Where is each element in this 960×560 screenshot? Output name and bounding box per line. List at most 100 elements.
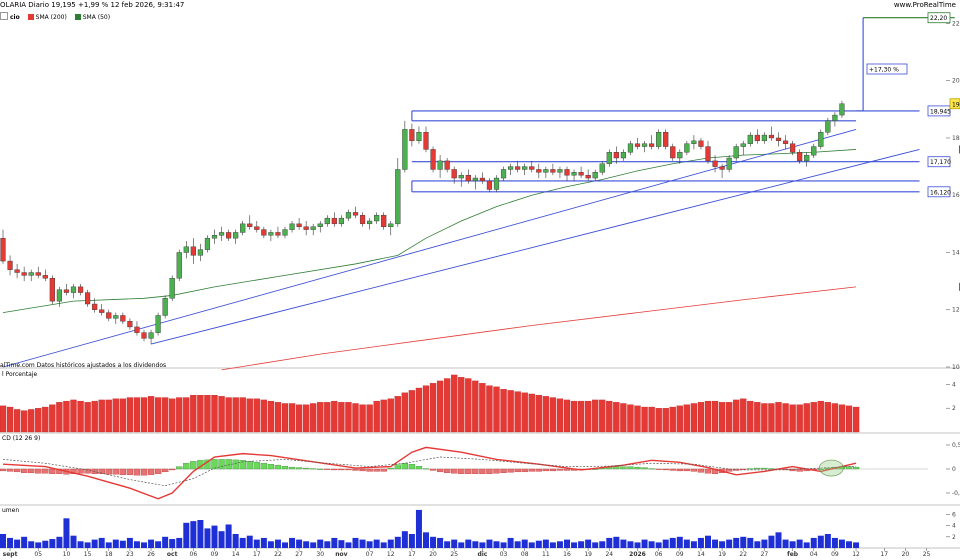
macd-histogram-bar xyxy=(324,468,331,470)
candle xyxy=(818,132,824,147)
macd-panel-label[interactable]: CD (12 26 9) xyxy=(0,435,43,442)
pct-bar xyxy=(740,398,747,433)
volume-panel-label[interactable]: umen xyxy=(0,507,22,514)
macd-histogram-bar xyxy=(366,468,373,472)
candle xyxy=(374,215,380,222)
candle xyxy=(162,298,168,316)
macd-histogram-bar xyxy=(683,468,690,472)
candle xyxy=(599,163,605,173)
macd-histogram-bar xyxy=(70,468,77,474)
x-tick-label: feb xyxy=(787,551,799,558)
volume-bar xyxy=(380,542,387,548)
volume-bar xyxy=(190,521,197,548)
x-tick-label: 10 xyxy=(63,551,71,558)
macd-histogram-bar xyxy=(493,468,500,474)
pct-axis-tick-label: 4 xyxy=(952,381,956,388)
macd-histogram-bar xyxy=(740,468,747,470)
pct-bar xyxy=(472,380,479,433)
x-tick-label: 19 xyxy=(584,551,592,558)
pct-bar xyxy=(274,402,282,433)
candle xyxy=(613,152,619,159)
volume-axis-tick-label: 4 xyxy=(952,523,956,530)
candle xyxy=(571,172,577,176)
macd-line xyxy=(2,446,857,500)
pct-bar xyxy=(352,403,359,433)
legend-item-sma50[interactable]: SMA (50) xyxy=(74,13,110,22)
legend-item-sma200[interactable]: SMA (200) xyxy=(27,13,67,22)
candle xyxy=(120,315,126,322)
candle xyxy=(338,217,345,225)
candle xyxy=(381,215,387,227)
volume-bar xyxy=(63,518,70,548)
support-label-1: 17,170 xyxy=(930,159,951,166)
macd-histogram-bar xyxy=(20,468,28,473)
pct-panel-label[interactable]: l Porcentaje xyxy=(0,371,40,378)
volume-bar xyxy=(352,537,359,548)
macd-histogram-bar xyxy=(211,459,218,470)
pct-bar xyxy=(91,400,98,433)
candle xyxy=(634,143,641,147)
macd-histogram-bar xyxy=(161,468,169,473)
pct-bar xyxy=(28,409,35,433)
x-tick-label: 26 xyxy=(147,551,155,558)
legend-swatch xyxy=(27,14,34,20)
candle xyxy=(529,166,535,170)
price-axis-tick-label: 22 xyxy=(952,20,960,27)
pct-bar xyxy=(458,377,465,433)
pct-bar xyxy=(260,399,268,433)
macd-histogram-bar xyxy=(225,459,232,470)
pct-bar xyxy=(267,400,275,433)
x-tick-label: 12 xyxy=(387,551,395,558)
volume-bar xyxy=(7,537,14,548)
volume-bar xyxy=(535,540,542,548)
pct-bar xyxy=(796,404,803,433)
volume-bar xyxy=(810,537,817,548)
candle xyxy=(649,143,655,147)
pct-bar xyxy=(528,393,535,433)
x-tick-label: 27 xyxy=(761,551,769,558)
pct-bar xyxy=(782,403,789,433)
pct-bar xyxy=(338,402,345,433)
legend-item-price[interactable]: cio xyxy=(0,12,20,22)
candle xyxy=(21,272,27,276)
candle xyxy=(402,129,408,170)
volume-bar xyxy=(296,539,303,548)
candle xyxy=(190,246,196,256)
candle xyxy=(331,217,337,225)
pct-bar xyxy=(535,395,542,433)
x-tick-label: 27 xyxy=(295,551,303,558)
pct-bar xyxy=(281,403,289,433)
pct-bar xyxy=(119,398,126,433)
price-axis-tick-label: 14 xyxy=(952,249,960,256)
trend-line xyxy=(150,148,920,345)
target-label: 22,20 xyxy=(930,15,947,22)
macd-histogram-bar xyxy=(281,465,289,470)
x-tick-label: 09 xyxy=(211,551,219,558)
candle xyxy=(698,140,704,147)
gain-label-box xyxy=(866,63,908,75)
support-label-2: 16,120 xyxy=(930,189,951,196)
volume-bar xyxy=(0,534,6,548)
pct-bar xyxy=(35,408,42,433)
volume-bar xyxy=(521,539,528,548)
macd-histogram-bar xyxy=(28,468,35,473)
candle xyxy=(56,289,63,302)
volume-bar xyxy=(204,528,211,548)
pct-bar xyxy=(824,402,831,433)
pct-bar xyxy=(704,400,712,433)
volume-bar xyxy=(437,537,444,548)
x-tick-label: 12 xyxy=(852,551,860,558)
candle xyxy=(726,157,732,170)
candle xyxy=(451,169,457,179)
pct-bar xyxy=(465,378,472,433)
macd-histogram-bar xyxy=(852,466,860,470)
x-tick-label: 11 xyxy=(542,551,550,558)
pct-bar xyxy=(606,400,613,433)
pct-bar xyxy=(634,405,641,433)
pct-bar xyxy=(331,400,338,433)
pct-bar xyxy=(845,405,853,433)
candle xyxy=(486,180,493,190)
volume-bar xyxy=(648,541,655,548)
volume-bar xyxy=(486,539,493,548)
macd-histogram-bar xyxy=(655,468,662,470)
